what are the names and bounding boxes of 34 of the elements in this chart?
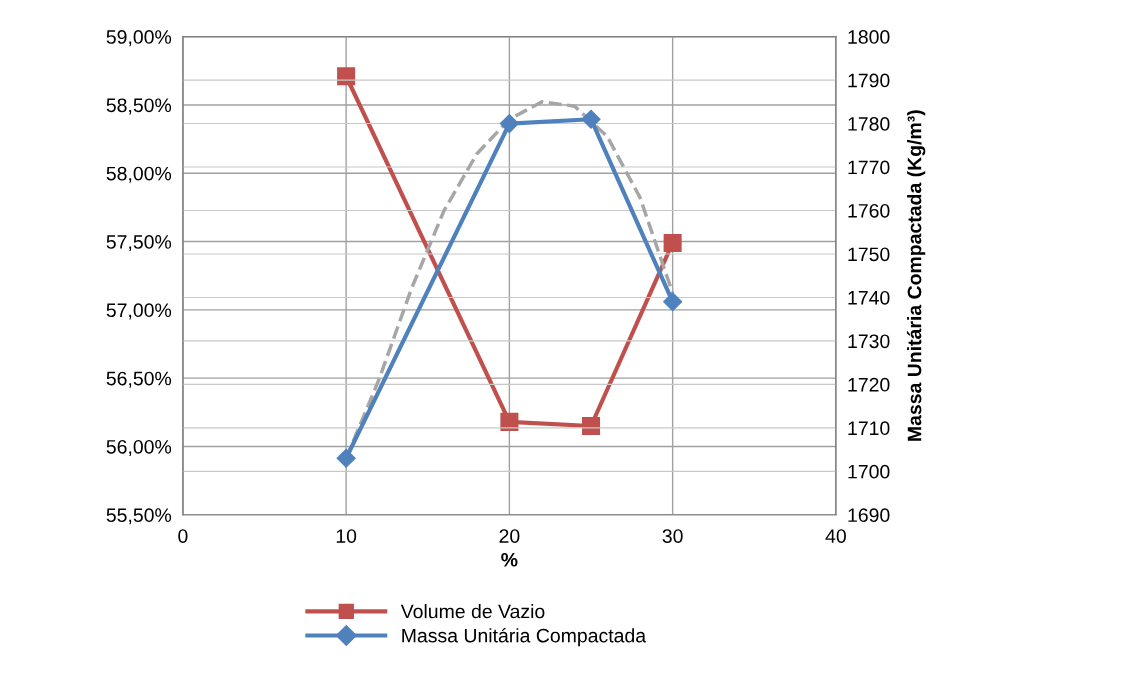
legend-label: Massa Unitária Compactada — [402, 627, 647, 647]
y-tick-label: 57,50% — [106, 235, 172, 252]
y-tick-label: 55,50% — [106, 508, 172, 525]
x-tick-label: 30 — [662, 529, 683, 543]
y2-tick-label: 1730 — [848, 334, 890, 349]
y2-tick-label: 1790 — [848, 73, 890, 88]
point — [581, 109, 601, 129]
y-tick-label: 56,00% — [106, 439, 172, 457]
point — [499, 114, 519, 134]
y2-tick-label: 1770 — [848, 160, 890, 175]
y-tick-label: 57,00% — [106, 303, 172, 320]
y2-tick-label: 1720 — [848, 377, 890, 392]
point — [663, 292, 683, 312]
y2-tick-label: 1710 — [848, 421, 890, 436]
y2-axis-title: Massa Unitária Compactada (Kg/m³) — [906, 110, 926, 441]
x-tick-label: 20 — [499, 529, 520, 543]
y2-tick-label: 1780 — [848, 117, 890, 131]
y-tick-label: 58,50% — [106, 98, 172, 115]
x-axis-title: % — [501, 552, 518, 567]
y2-tick-label: 1800 — [848, 30, 890, 44]
y-tick-label: 58,00% — [106, 166, 172, 183]
y-tick-label: 56,50% — [106, 371, 172, 388]
y2-tick-label: 1700 — [848, 464, 890, 479]
y2-tick-label: 1750 — [848, 247, 890, 262]
point — [663, 233, 682, 252]
legend-label: Volume de Vazio — [400, 604, 545, 619]
x-tick-label: 40 — [825, 529, 846, 543]
y2-tick-label: 1760 — [848, 203, 890, 218]
y2-tick-label: 1690 — [848, 508, 890, 523]
x-tick-label: 10 — [336, 529, 357, 543]
point — [336, 448, 356, 468]
x-tick-label: 0 — [178, 529, 188, 543]
y2-tick-label: 1740 — [848, 290, 890, 305]
y-tick-label: 59,00% — [106, 30, 172, 47]
